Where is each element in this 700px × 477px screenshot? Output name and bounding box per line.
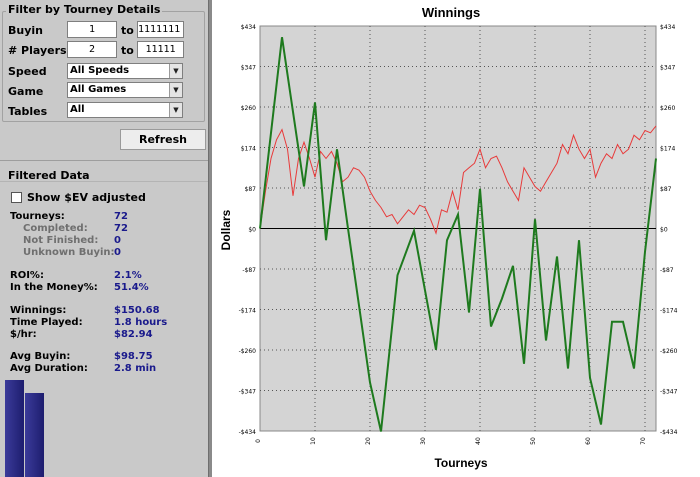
game-select[interactable]: All Games ▼	[67, 82, 183, 98]
roi-value: 2.1%	[114, 270, 142, 281]
y-tick-label-left: -$347	[239, 389, 257, 396]
y-tick-label-right: $0	[660, 227, 668, 234]
per-hour-value: $82.94	[114, 329, 153, 340]
x-tick-label: 70	[640, 437, 647, 445]
y-tick-label-left: $434	[241, 24, 256, 31]
roi-label: ROI%:	[10, 270, 44, 281]
y-tick-label-left: -$260	[239, 348, 257, 355]
y-tick-label-left: $260	[241, 105, 256, 112]
x-tick-label: 40	[475, 437, 482, 445]
y-tick-label-right: -$260	[660, 348, 678, 355]
x-tick-label: 10	[310, 437, 317, 445]
not-finished-label: Not Finished:	[23, 235, 99, 246]
buyin-max-input[interactable]	[137, 21, 184, 38]
y-tick-label-right: $174	[660, 146, 675, 153]
y-tick-label-left: $0	[248, 227, 256, 234]
y-tick-label-right: $260	[660, 105, 675, 112]
x-tick-label: 50	[530, 437, 537, 445]
avg-duration-value: 2.8 min	[114, 363, 157, 374]
tourneys-value: 72	[114, 211, 128, 222]
filter-group-title: Filter by Tourney Details	[6, 3, 163, 16]
filter-panel: Filter by Tourney Details Buyin to # Pla…	[0, 0, 208, 477]
chevron-down-icon[interactable]: ▼	[169, 83, 182, 97]
x-tick-label: 20	[365, 437, 372, 445]
x-axis-label: Tourneys	[434, 456, 487, 470]
chevron-down-icon[interactable]: ▼	[169, 64, 182, 78]
players-max-input[interactable]	[137, 41, 184, 58]
y-tick-label-left: $87	[245, 186, 257, 193]
show-ev-label: Show $EV adjusted	[27, 191, 146, 204]
section-divider	[0, 181, 208, 182]
per-hour-label: $/hr:	[10, 329, 37, 340]
tables-select-value: All	[70, 104, 85, 115]
time-played-label: Time Played:	[10, 317, 83, 328]
speed-label: Speed	[8, 65, 47, 78]
buyin-label: Buyin	[8, 24, 43, 37]
side-bar	[25, 393, 44, 477]
game-select-value: All Games	[70, 84, 127, 95]
players-to-label: to	[121, 44, 134, 57]
unknown-buyin-value: 0	[114, 247, 121, 258]
y-tick-label-left: -$434	[239, 429, 257, 436]
tables-label: Tables	[8, 105, 48, 118]
x-tick-label: 0	[255, 439, 262, 443]
chevron-down-icon[interactable]: ▼	[169, 103, 182, 117]
panel-splitter[interactable]	[208, 0, 212, 477]
winnings-chart: Winnings Tourneys Dollars $434 $434 $347 $3…	[219, 5, 678, 470]
avg-buyin-value: $98.75	[114, 351, 153, 362]
avg-buyin-label: Avg Buyin:	[10, 351, 71, 362]
tourneys-label: Tourneys:	[10, 211, 65, 222]
series-line-red	[259, 125, 657, 235]
side-bar	[5, 380, 24, 477]
y-tick-label-left: $174	[241, 146, 256, 153]
game-label: Game	[8, 85, 44, 98]
speed-select[interactable]: All Speeds ▼	[67, 63, 183, 79]
show-ev-checkbox[interactable]	[11, 192, 22, 203]
y-tick-label-left: -$87	[242, 267, 256, 274]
filtered-data-title: Filtered Data	[8, 169, 90, 182]
winnings-value: $150.68	[114, 305, 160, 316]
y-tick-label-right: -$434	[660, 429, 678, 436]
chart-title: Winnings	[422, 5, 480, 20]
avg-duration-label: Avg Duration:	[10, 363, 88, 374]
speed-select-value: All Speeds	[70, 65, 130, 76]
winnings-label: Winnings:	[10, 305, 67, 316]
y-tick-label-right: -$174	[660, 308, 678, 315]
y-tick-label-right: -$87	[660, 267, 674, 274]
x-tick-label: 60	[585, 437, 592, 445]
y-tick-label-right: $347	[660, 65, 675, 72]
tables-select[interactable]: All ▼	[67, 102, 183, 118]
x-tick-label: 30	[420, 437, 427, 445]
series-line-green	[259, 37, 657, 432]
time-played-value: 1.8 hours	[114, 317, 168, 328]
completed-value: 72	[114, 223, 128, 234]
refresh-button[interactable]: Refresh	[120, 129, 206, 150]
itm-value: 51.4%	[114, 282, 149, 293]
players-label: # Players	[8, 44, 67, 57]
not-finished-value: 0	[114, 235, 121, 246]
completed-label: Completed:	[23, 223, 88, 234]
buyin-min-input[interactable]	[67, 21, 117, 38]
y-tick-label-right: $87	[660, 186, 672, 193]
y-tick-label-right: -$347	[660, 389, 678, 396]
y-tick-label-left: $347	[241, 65, 256, 72]
y-tick-label-left: -$174	[239, 308, 257, 315]
y-tick-label-right: $434	[660, 24, 675, 31]
players-min-input[interactable]	[67, 41, 117, 58]
section-divider	[0, 160, 208, 161]
y-axis-label: Dollars	[219, 209, 233, 250]
itm-label: In the Money%:	[10, 282, 98, 293]
buyin-to-label: to	[121, 24, 134, 37]
unknown-buyin-label: Unknown Buyin:	[23, 247, 115, 258]
